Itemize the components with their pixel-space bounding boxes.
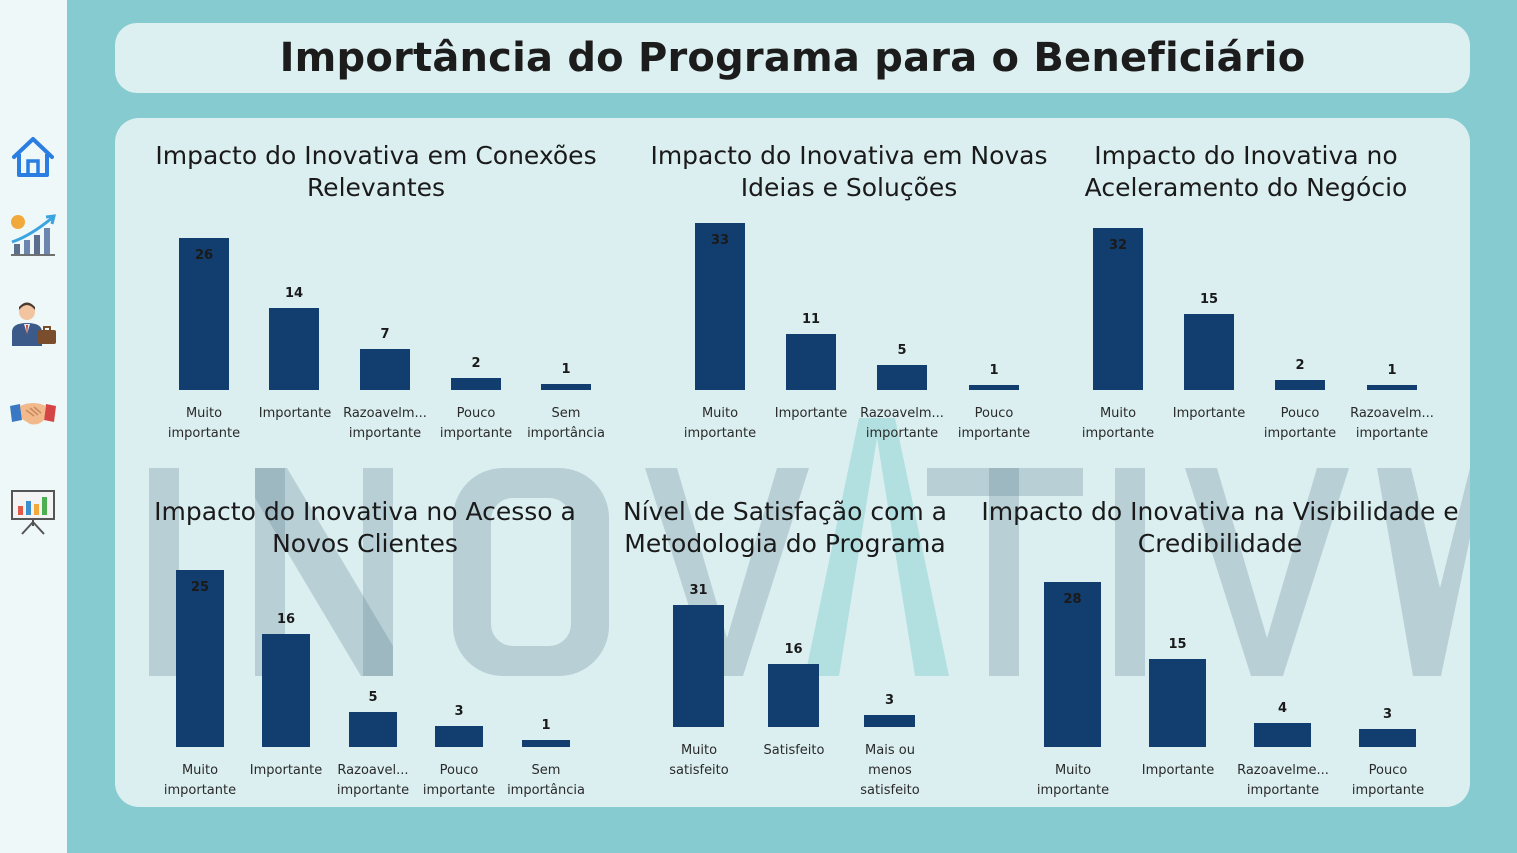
businessman-icon[interactable] [8, 298, 58, 348]
bar[interactable] [695, 223, 745, 390]
sidebar [0, 0, 67, 853]
data-label: 5 [368, 689, 378, 705]
category-label: Importante [1172, 406, 1246, 421]
bar[interactable] [435, 725, 483, 747]
bar[interactable] [1367, 384, 1417, 390]
data-label: 16 [784, 641, 803, 657]
data-label: 31 [689, 582, 708, 598]
data-label: 28 [1063, 591, 1082, 607]
data-label: 3 [884, 693, 895, 709]
bar[interactable] [360, 349, 410, 390]
bar[interactable] [1184, 314, 1234, 390]
bar[interactable] [541, 384, 591, 390]
bar[interactable] [451, 378, 501, 390]
bar[interactable] [768, 663, 819, 727]
chart-title: Impacto do Inovativa na Visibilidade e C… [981, 497, 1459, 558]
charts-panel: Impacto do Inovativa em Conexões Relevan… [115, 118, 1470, 807]
category-label: Importante [249, 763, 323, 778]
data-label: 15 [1168, 636, 1187, 652]
data-label: 11 [801, 312, 821, 328]
category-label: Sem importância [527, 406, 605, 441]
chart-title: Impacto do Inovativa em Novas Ideias e S… [650, 141, 1048, 202]
chart-title: Impacto do Inovativa no Aceleramento do … [1084, 141, 1408, 202]
category-label: Razoavelm... importante [1350, 406, 1434, 441]
growth-chart-icon[interactable] [8, 210, 58, 260]
category-label: Muito importante [1081, 406, 1155, 441]
category-label: Mais ou menos satisfeito [860, 743, 920, 798]
chart-title: Impacto do Inovativa em Conexões Relevan… [155, 141, 597, 202]
bar[interactable] [1149, 658, 1206, 747]
category-label: Pouco importante [1263, 406, 1337, 441]
bar[interactable] [1275, 379, 1325, 390]
bar[interactable] [673, 604, 724, 727]
chart-title: Nível de Satisfação com a Metodologia do… [623, 497, 947, 558]
category-label: Muito importante [683, 406, 757, 441]
data-label: 2 [471, 356, 481, 372]
data-label: 26 [194, 247, 214, 263]
category-label: Pouco importante [422, 763, 496, 798]
bar[interactable] [179, 237, 229, 390]
data-label: 5 [897, 342, 907, 358]
category-label: Satisfeito [763, 743, 825, 758]
data-label: 33 [710, 233, 730, 249]
category-label: Pouco importante [439, 406, 513, 441]
category-label: Importante [1141, 763, 1215, 778]
data-label: 15 [1199, 292, 1219, 308]
data-label: 2 [1295, 357, 1305, 373]
page-title: Importância do Programa para o Beneficiá… [279, 35, 1306, 81]
category-label: Razoavel... importante [336, 763, 410, 798]
category-label: Razoavelm... importante [860, 406, 944, 441]
category-label: Pouco importante [957, 406, 1031, 441]
bar[interactable] [1254, 723, 1311, 747]
bar[interactable] [864, 715, 915, 727]
data-label: 25 [190, 580, 210, 596]
category-label: Pouco importante [1351, 763, 1425, 798]
data-label: 1 [1387, 362, 1397, 378]
category-label: Importante [258, 406, 332, 421]
handshake-icon[interactable] [8, 388, 58, 438]
header: Importância do Programa para o Beneficiá… [115, 23, 1470, 93]
bar[interactable] [522, 739, 570, 747]
bar[interactable] [1359, 729, 1416, 747]
category-label: Muito satisfeito [669, 743, 729, 778]
data-label: 1 [561, 362, 571, 378]
category-label: Muito importante [167, 406, 241, 441]
bar[interactable] [969, 384, 1019, 390]
chart-title: Impacto do Inovativa no Acesso a Novos C… [154, 497, 576, 558]
category-label: Sem importância [507, 763, 585, 798]
category-label: Razoavelm... importante [343, 406, 427, 441]
category-label: Muito importante [163, 763, 237, 798]
bar[interactable] [1093, 228, 1143, 390]
inovativa-watermark [149, 418, 1470, 676]
bar[interactable] [877, 364, 927, 390]
data-label: 7 [380, 327, 390, 343]
data-label: 16 [276, 611, 296, 627]
category-label: Razoavelme... importante [1237, 763, 1329, 798]
category-label: Muito importante [1036, 763, 1110, 798]
data-label: 14 [284, 286, 304, 302]
home-icon[interactable] [8, 132, 58, 182]
presentation-board-icon[interactable] [8, 486, 58, 536]
bar[interactable] [1044, 581, 1101, 747]
data-label: 3 [454, 703, 464, 719]
data-label: 4 [1277, 701, 1288, 717]
bar[interactable] [349, 711, 397, 747]
data-label: 32 [1108, 238, 1128, 254]
data-label: 1 [989, 362, 999, 378]
data-label: 1 [541, 717, 551, 733]
bar[interactable] [786, 334, 836, 390]
data-label: 3 [1382, 707, 1393, 723]
bar[interactable] [262, 633, 310, 747]
bar[interactable] [176, 570, 224, 747]
category-label: Importante [774, 406, 848, 421]
bar[interactable] [269, 308, 319, 390]
